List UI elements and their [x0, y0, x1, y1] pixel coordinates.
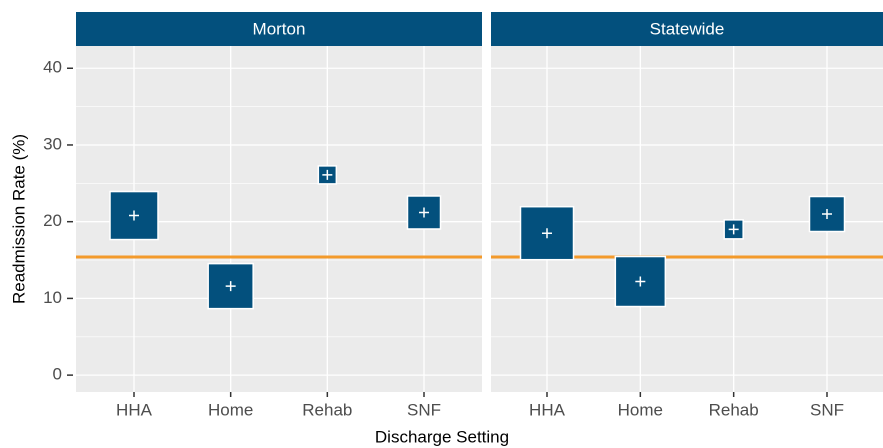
- x-tick-label: Rehab: [302, 400, 352, 419]
- y-tick-label: 30: [43, 134, 62, 153]
- x-axis-label: Discharge Setting: [375, 427, 509, 446]
- y-tick-label: 10: [43, 288, 62, 307]
- center-plus: [225, 281, 236, 292]
- center-plus: [542, 228, 552, 239]
- center-plus: [419, 207, 429, 218]
- y-tick-label: 0: [53, 365, 62, 384]
- y-tick-label: 40: [43, 58, 62, 77]
- x-tick-label: Home: [208, 400, 253, 419]
- center-plus: [129, 210, 139, 221]
- y-tick-label: 20: [43, 211, 62, 230]
- center-plus: [635, 276, 646, 287]
- strip: [76, 12, 482, 46]
- strip: [491, 12, 883, 46]
- x-tick-label: Home: [618, 400, 663, 419]
- strip-title: Statewide: [650, 19, 725, 38]
- x-tick-label: Rehab: [709, 400, 759, 419]
- y-axis-label: Readmission Rate (%): [9, 134, 28, 304]
- x-tick-label: HHA: [529, 400, 566, 419]
- center-plus: [822, 209, 832, 220]
- center-plus: [322, 169, 333, 180]
- strip-title: Morton: [253, 19, 306, 38]
- center-plus: [728, 224, 739, 235]
- x-tick-label: HHA: [116, 400, 153, 419]
- x-tick-label: SNF: [407, 400, 441, 419]
- x-tick-label: SNF: [810, 400, 844, 419]
